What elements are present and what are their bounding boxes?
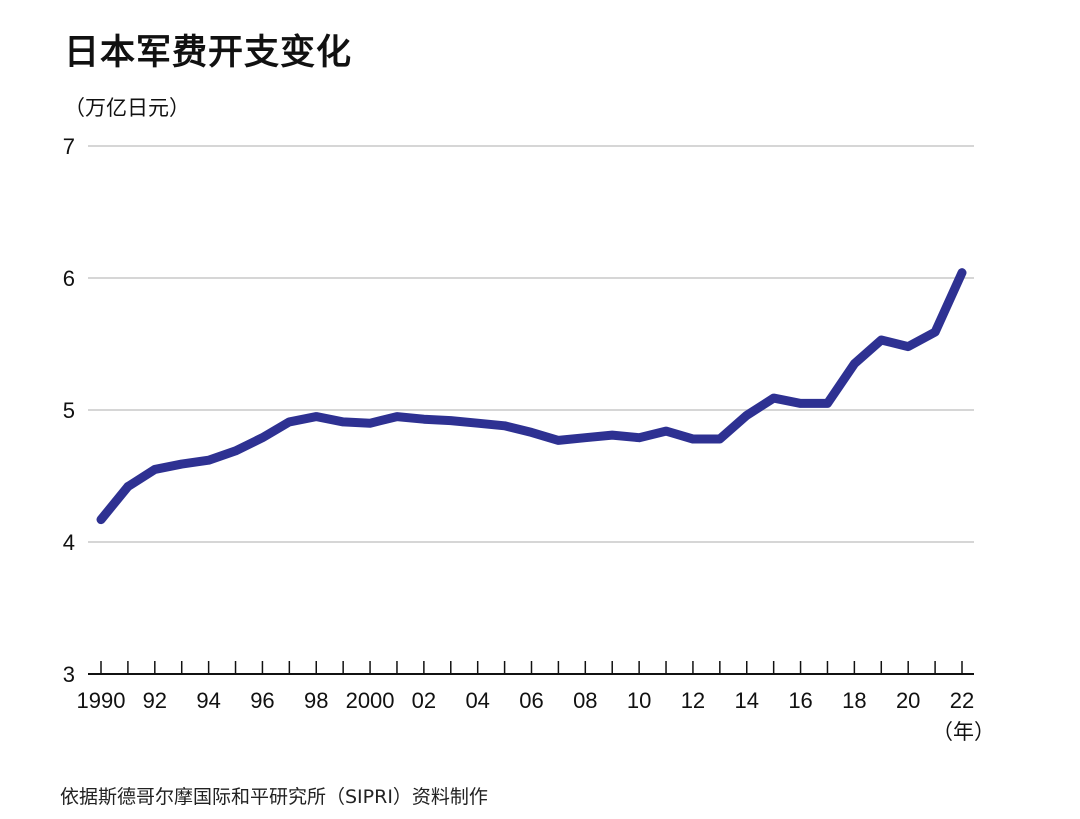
- x-tick-label-22: 22: [950, 688, 974, 713]
- x-tick-label-06: 06: [519, 688, 543, 713]
- data-point-1991: [127, 486, 129, 488]
- x-tick-label-04: 04: [465, 688, 489, 713]
- data-point-2019: [880, 339, 882, 341]
- data-point-1998: [315, 416, 317, 418]
- x-tick-label-94: 94: [196, 688, 220, 713]
- data-point-2014: [746, 414, 748, 416]
- y-axis-unit-label: （万亿日元）: [64, 96, 190, 120]
- data-point-2007: [557, 439, 559, 441]
- x-tick-label-02: 02: [412, 688, 436, 713]
- data-point-2006: [531, 431, 532, 433]
- data-point-2003: [450, 420, 452, 422]
- x-tick-label-16: 16: [788, 688, 812, 713]
- data-point-2016: [800, 402, 802, 404]
- y-tick-label-7: 7: [63, 134, 75, 159]
- x-tick-label-92: 92: [143, 688, 167, 713]
- data-point-2009: [611, 434, 613, 436]
- data-point-1999: [342, 421, 344, 423]
- y-tick-label-6: 6: [63, 266, 75, 291]
- x-tick-label-08: 08: [573, 688, 597, 713]
- data-point-1993: [181, 463, 183, 465]
- x-axis: 1990 92 94 96 98 2000 02 04 06 08 10 12 14 16 18 20 22: [77, 661, 974, 713]
- data-point-1997: [288, 421, 290, 423]
- gridlines: [88, 145, 974, 543]
- x-tick-label-2000: 2000: [346, 688, 395, 713]
- series-line: [96, 268, 967, 525]
- data-point-2015: [773, 397, 775, 399]
- data-point-2001: [396, 416, 398, 418]
- data-point-2004: [477, 422, 479, 424]
- data-point-2020: [907, 346, 909, 348]
- x-tick-label-10: 10: [627, 688, 651, 713]
- data-point-1996: [261, 437, 263, 439]
- data-point-2022: [961, 272, 963, 274]
- y-tick-label-3: 3: [63, 662, 75, 687]
- data-point-2013: [719, 438, 721, 440]
- data-point-2012: [692, 438, 694, 440]
- chart-title: 日本军费开支变化: [64, 33, 353, 73]
- source-note: 依据斯德哥尔摩国际和平研究所（SIPRI）资料制作: [60, 786, 488, 808]
- x-tick-label-20: 20: [896, 688, 920, 713]
- data-point-2002: [423, 418, 425, 420]
- data-point-2017: [826, 402, 828, 404]
- data-point-2000: [369, 422, 371, 424]
- x-tick-label-14: 14: [735, 688, 759, 713]
- y-tick-label-5: 5: [63, 398, 75, 423]
- data-point-1994: [208, 459, 210, 461]
- data-point-2018: [853, 363, 855, 365]
- data-point-2008: [584, 437, 586, 439]
- x-tick-label-98: 98: [304, 688, 328, 713]
- x-tick-label-96: 96: [250, 688, 274, 713]
- data-point-1992: [154, 468, 156, 470]
- spending-line: [96, 268, 967, 525]
- x-tick-label-12: 12: [681, 688, 705, 713]
- x-axis-unit-label: （年）: [932, 720, 995, 744]
- y-tick-labels: 3 4 5 6 7: [63, 134, 75, 687]
- y-tick-label-4: 4: [63, 530, 75, 555]
- data-point-2021: [934, 331, 936, 333]
- data-point-1995: [235, 450, 237, 452]
- x-tick-label-1990: 1990: [77, 688, 126, 713]
- data-point-2005: [504, 425, 506, 427]
- data-point-2011: [665, 430, 667, 432]
- x-tick-label-18: 18: [842, 688, 866, 713]
- data-point-1990: [100, 519, 102, 521]
- data-point-2010: [638, 437, 640, 439]
